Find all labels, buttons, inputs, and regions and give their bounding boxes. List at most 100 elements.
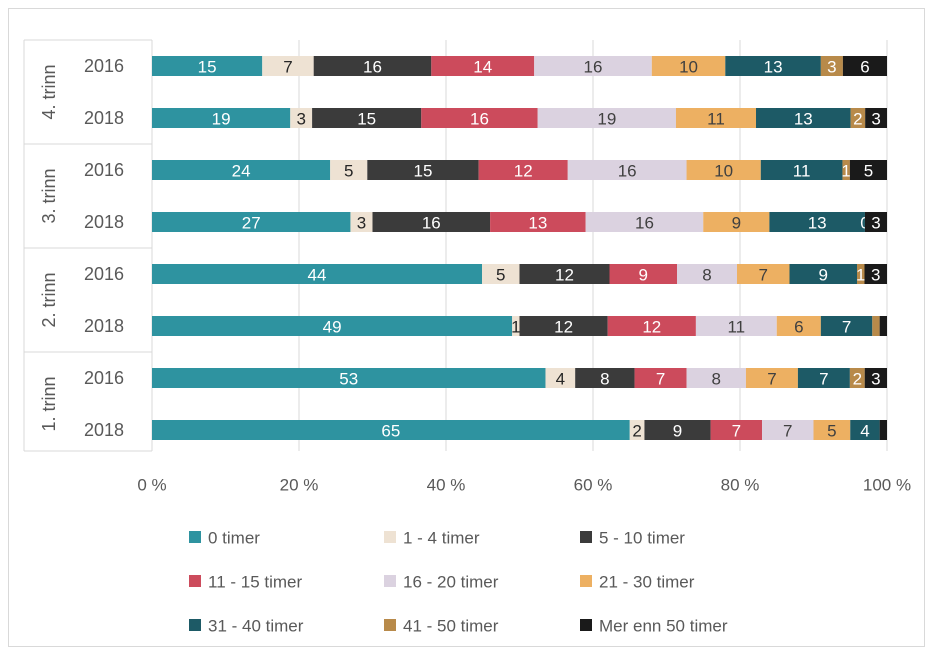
- data-label: 12: [514, 162, 533, 181]
- bar-segment: [857, 264, 865, 284]
- data-label: 16: [363, 58, 382, 77]
- x-tick-label: 20 %: [280, 476, 319, 495]
- bar-segment: [703, 212, 770, 232]
- bar-segment: [519, 264, 610, 284]
- bar-segment: [879, 420, 887, 440]
- data-label: 5: [496, 266, 505, 285]
- data-label: 2: [632, 422, 641, 441]
- data-label: 8: [702, 266, 711, 285]
- legend-label: 31 - 40 timer: [208, 617, 304, 636]
- bar-segment: [864, 212, 887, 232]
- legend-swatch: [189, 575, 201, 587]
- data-label: 8: [600, 370, 609, 389]
- x-tick-label: 60 %: [574, 476, 613, 495]
- bar-segment: [152, 56, 263, 76]
- data-label: 19: [212, 110, 231, 129]
- data-label: 10: [679, 58, 698, 77]
- bar-segment: [756, 108, 851, 128]
- legend-label: 1 - 4 timer: [403, 529, 480, 548]
- x-tick-label: 0 %: [137, 476, 166, 495]
- data-label: 4: [860, 422, 869, 441]
- data-label: 16: [470, 110, 489, 129]
- bar-segment: [865, 108, 887, 128]
- bar-segment: [152, 160, 331, 180]
- data-label: 49: [323, 318, 342, 337]
- legend-label: 11 - 15 timer: [208, 573, 303, 592]
- data-label: 11: [707, 110, 725, 129]
- data-label: 2: [853, 370, 862, 389]
- bar-segment: [512, 316, 520, 336]
- bar-segment: [313, 56, 432, 76]
- bar-segment: [609, 264, 677, 284]
- year-label: 2018: [84, 108, 124, 128]
- bar-segment: [762, 420, 814, 440]
- bar-segment: [813, 420, 851, 440]
- year-label: 2016: [84, 56, 124, 76]
- legend-label: 21 - 30 timer: [599, 573, 695, 592]
- bar-segment: [490, 212, 586, 232]
- data-label: 14: [473, 58, 492, 77]
- data-label: 7: [819, 370, 828, 389]
- bar-segment: [864, 368, 887, 388]
- x-tick-label: 40 %: [427, 476, 466, 495]
- bar-segment: [879, 316, 887, 336]
- data-label: 9: [732, 214, 741, 233]
- bar-segment: [152, 316, 513, 336]
- legend-swatch: [384, 575, 396, 587]
- data-label: 2: [853, 110, 862, 129]
- legend-swatch: [580, 531, 592, 543]
- bar-segment: [651, 56, 726, 76]
- bar-segment: [872, 316, 880, 336]
- bar-segment: [850, 108, 866, 128]
- bar-segment: [769, 212, 865, 232]
- legend-swatch: [580, 619, 592, 631]
- data-label: 9: [819, 266, 828, 285]
- data-label: 7: [656, 370, 665, 389]
- bar-segment: [262, 56, 314, 76]
- bar-segment: [842, 160, 850, 180]
- bar-segment: [776, 316, 821, 336]
- year-label: 2016: [84, 368, 124, 388]
- bar-segment: [797, 368, 850, 388]
- year-label: 2016: [84, 264, 124, 284]
- bar-segment: [367, 160, 479, 180]
- year-label: 2018: [84, 212, 124, 232]
- year-label: 2018: [84, 316, 124, 336]
- bar-segment: [152, 212, 351, 232]
- bar-segment: [545, 368, 576, 388]
- group-label: 4. trinn: [39, 64, 59, 119]
- data-label: 13: [794, 110, 813, 129]
- legend-swatch: [384, 619, 396, 631]
- bar-segment: [534, 56, 652, 76]
- bar-segment: [737, 264, 790, 284]
- bar-segment: [789, 264, 857, 284]
- data-label: 15: [357, 110, 376, 129]
- data-label: 7: [783, 422, 792, 441]
- data-label: 7: [732, 422, 741, 441]
- data-label: 16: [584, 58, 603, 77]
- bar-segment: [585, 212, 704, 232]
- data-label: 3: [357, 214, 366, 233]
- data-label: 5: [344, 162, 353, 181]
- data-label: 3: [871, 370, 880, 389]
- legend-swatch: [189, 619, 201, 631]
- data-label: 13: [528, 214, 547, 233]
- bars: 15 7 16 14 16 10 13 3 619 3 15 16 19 11 13 2 324 5 15 12 16 1…: [152, 56, 887, 441]
- gridlines: [151, 40, 888, 451]
- data-label: 7: [283, 58, 292, 77]
- data-label: 7: [759, 266, 768, 285]
- legend-label: Mer enn 50 timer: [599, 617, 728, 636]
- legend-label: 41 - 50 timer: [403, 617, 499, 636]
- data-label: 6: [794, 318, 803, 337]
- data-label: 11: [793, 162, 811, 181]
- data-label: 8: [712, 370, 721, 389]
- bar-segment: [695, 316, 777, 336]
- data-label: 3: [871, 110, 880, 129]
- data-label: 9: [673, 422, 682, 441]
- data-label: 7: [842, 318, 851, 337]
- bar-segment: [842, 56, 887, 76]
- data-label: 5: [827, 422, 836, 441]
- bar-segment: [677, 264, 737, 284]
- bar-segment: [312, 108, 422, 128]
